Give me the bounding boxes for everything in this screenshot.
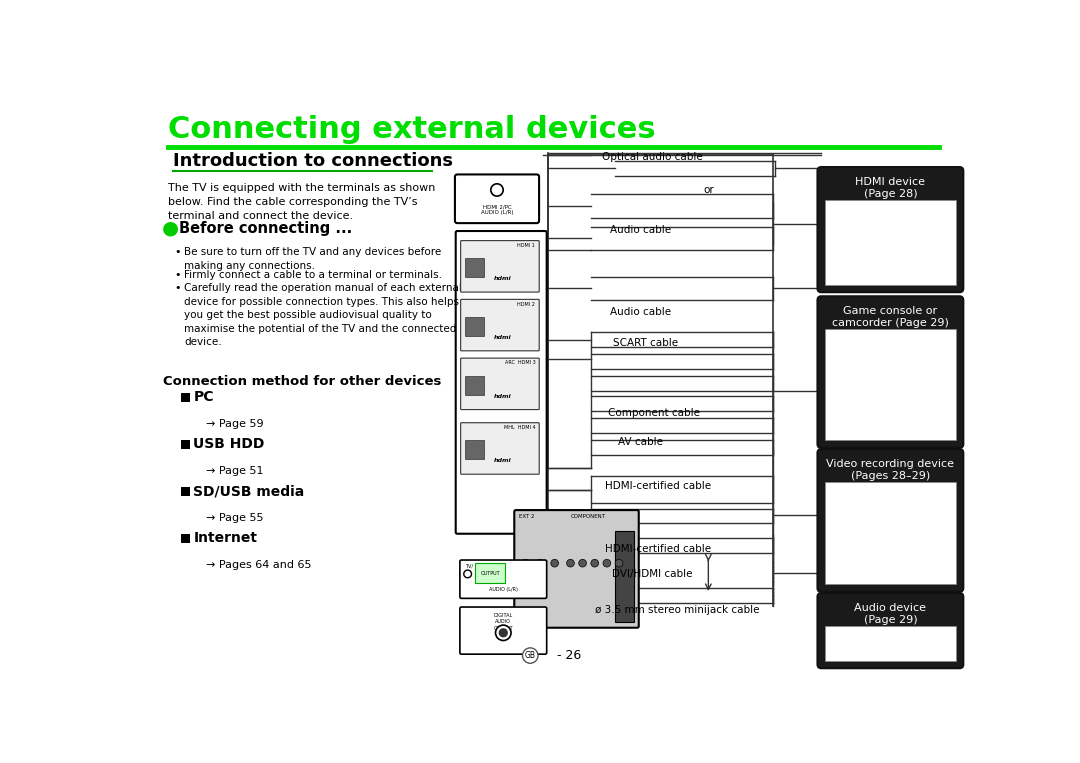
Text: hdmi: hdmi xyxy=(495,459,512,463)
Circle shape xyxy=(567,559,575,567)
FancyBboxPatch shape xyxy=(818,167,963,292)
Text: Before connecting ...: Before connecting ... xyxy=(179,221,352,236)
Text: → Page 51: → Page 51 xyxy=(206,465,264,475)
Text: → Page 59: → Page 59 xyxy=(206,418,264,429)
Text: AUDIO (L/R): AUDIO (L/R) xyxy=(489,588,517,592)
Text: hdmi: hdmi xyxy=(495,394,512,399)
Bar xyxy=(825,626,956,661)
Bar xyxy=(464,259,484,277)
Bar xyxy=(181,440,190,449)
Text: •: • xyxy=(175,270,181,280)
Text: TV/: TV/ xyxy=(464,563,473,568)
Text: OUTPUT: OUTPUT xyxy=(481,571,500,576)
Bar xyxy=(386,698,458,763)
Bar xyxy=(825,482,956,584)
Text: The TV is equipped with the terminals as shown
below. Find the cable correspondi: The TV is equipped with the terminals as… xyxy=(168,182,436,221)
Text: MHL  HDMI 4: MHL HDMI 4 xyxy=(503,425,536,430)
Circle shape xyxy=(463,570,472,578)
Text: Video recording device
(Pages 28–29): Video recording device (Pages 28–29) xyxy=(826,459,955,481)
Text: COMPONENT: COMPONENT xyxy=(570,514,606,519)
Text: Introduction to connections: Introduction to connections xyxy=(173,152,453,170)
Text: EXT 2: EXT 2 xyxy=(518,514,535,519)
Text: HDMI 1: HDMI 1 xyxy=(517,243,536,248)
Text: GB: GB xyxy=(525,651,536,660)
Text: → Pages 64 and 65: → Pages 64 and 65 xyxy=(206,559,312,569)
FancyBboxPatch shape xyxy=(460,607,546,654)
Text: HDMI-certified cable: HDMI-certified cable xyxy=(605,481,712,491)
Text: Audio cable: Audio cable xyxy=(610,307,671,317)
Text: Audio device
(Page 29): Audio device (Page 29) xyxy=(854,603,927,625)
Text: Component cable: Component cable xyxy=(608,408,700,418)
FancyBboxPatch shape xyxy=(456,231,546,534)
Bar xyxy=(181,393,190,401)
FancyBboxPatch shape xyxy=(461,358,539,410)
Text: Connection method for other devices: Connection method for other devices xyxy=(163,375,442,388)
Circle shape xyxy=(490,184,503,196)
Circle shape xyxy=(537,559,544,567)
Text: AV cable: AV cable xyxy=(618,437,663,447)
Bar xyxy=(464,317,484,336)
Bar xyxy=(475,563,504,583)
Text: •: • xyxy=(175,247,181,257)
Bar xyxy=(464,440,484,459)
FancyBboxPatch shape xyxy=(818,593,963,668)
Circle shape xyxy=(551,559,558,567)
Text: Carefully read the operation manual of each external
device for possible connect: Carefully read the operation manual of e… xyxy=(184,283,462,347)
Text: ●: ● xyxy=(162,218,179,237)
Text: SCART cable: SCART cable xyxy=(613,338,678,348)
FancyBboxPatch shape xyxy=(818,296,963,448)
Text: HDMI-certified cable: HDMI-certified cable xyxy=(605,544,712,554)
Circle shape xyxy=(523,648,538,663)
FancyBboxPatch shape xyxy=(460,560,546,598)
Circle shape xyxy=(499,628,508,637)
FancyBboxPatch shape xyxy=(514,510,638,628)
Text: - 26: - 26 xyxy=(557,649,582,662)
Text: → Page 55: → Page 55 xyxy=(206,513,264,523)
Text: SD/USB media: SD/USB media xyxy=(193,484,305,498)
Text: DVI/HDMI cable: DVI/HDMI cable xyxy=(612,569,692,579)
Bar xyxy=(825,330,956,440)
FancyBboxPatch shape xyxy=(455,175,539,223)
Bar xyxy=(616,531,634,623)
Text: HDMI device
(Page 28): HDMI device (Page 28) xyxy=(855,177,926,198)
Text: HDMI 2: HDMI 2 xyxy=(517,301,536,307)
Text: Connecting external devices: Connecting external devices xyxy=(168,115,657,144)
Text: Be sure to turn off the TV and any devices before
making any connections.: Be sure to turn off the TV and any devic… xyxy=(184,247,442,271)
Bar xyxy=(181,534,190,542)
Bar xyxy=(382,629,461,763)
Text: hdmi: hdmi xyxy=(495,276,512,282)
FancyBboxPatch shape xyxy=(166,365,438,623)
Text: Internet: Internet xyxy=(193,531,257,545)
Text: DIGITAL
AUDIO
OUTPUT: DIGITAL AUDIO OUTPUT xyxy=(494,613,513,630)
Circle shape xyxy=(579,559,586,567)
Bar xyxy=(825,200,956,285)
Text: PC: PC xyxy=(193,390,214,404)
Text: Optical audio cable: Optical audio cable xyxy=(602,153,703,163)
Text: USB HDD: USB HDD xyxy=(193,437,265,451)
Text: or: or xyxy=(703,185,714,195)
Text: ø 3.5 mm stereo minijack cable: ø 3.5 mm stereo minijack cable xyxy=(595,605,759,615)
Text: Audio cable: Audio cable xyxy=(610,224,671,235)
Text: Firmly connect a cable to a terminal or terminals.: Firmly connect a cable to a terminal or … xyxy=(184,270,442,280)
FancyBboxPatch shape xyxy=(818,449,963,592)
FancyBboxPatch shape xyxy=(461,240,539,292)
Bar xyxy=(181,488,190,496)
FancyBboxPatch shape xyxy=(461,423,539,475)
Circle shape xyxy=(522,559,529,567)
Text: HDMI 2/PC
AUDIO (L/R): HDMI 2/PC AUDIO (L/R) xyxy=(481,204,513,215)
Text: ARC  HDMI 3: ARC HDMI 3 xyxy=(504,360,536,365)
FancyBboxPatch shape xyxy=(461,299,539,351)
Text: •: • xyxy=(175,283,181,293)
Circle shape xyxy=(496,625,511,640)
Circle shape xyxy=(591,559,598,567)
Circle shape xyxy=(603,559,610,567)
Text: Game console or
camcorder (Page 29): Game console or camcorder (Page 29) xyxy=(832,306,949,328)
Circle shape xyxy=(616,559,623,567)
Bar xyxy=(464,376,484,394)
Text: hdmi: hdmi xyxy=(495,335,512,340)
